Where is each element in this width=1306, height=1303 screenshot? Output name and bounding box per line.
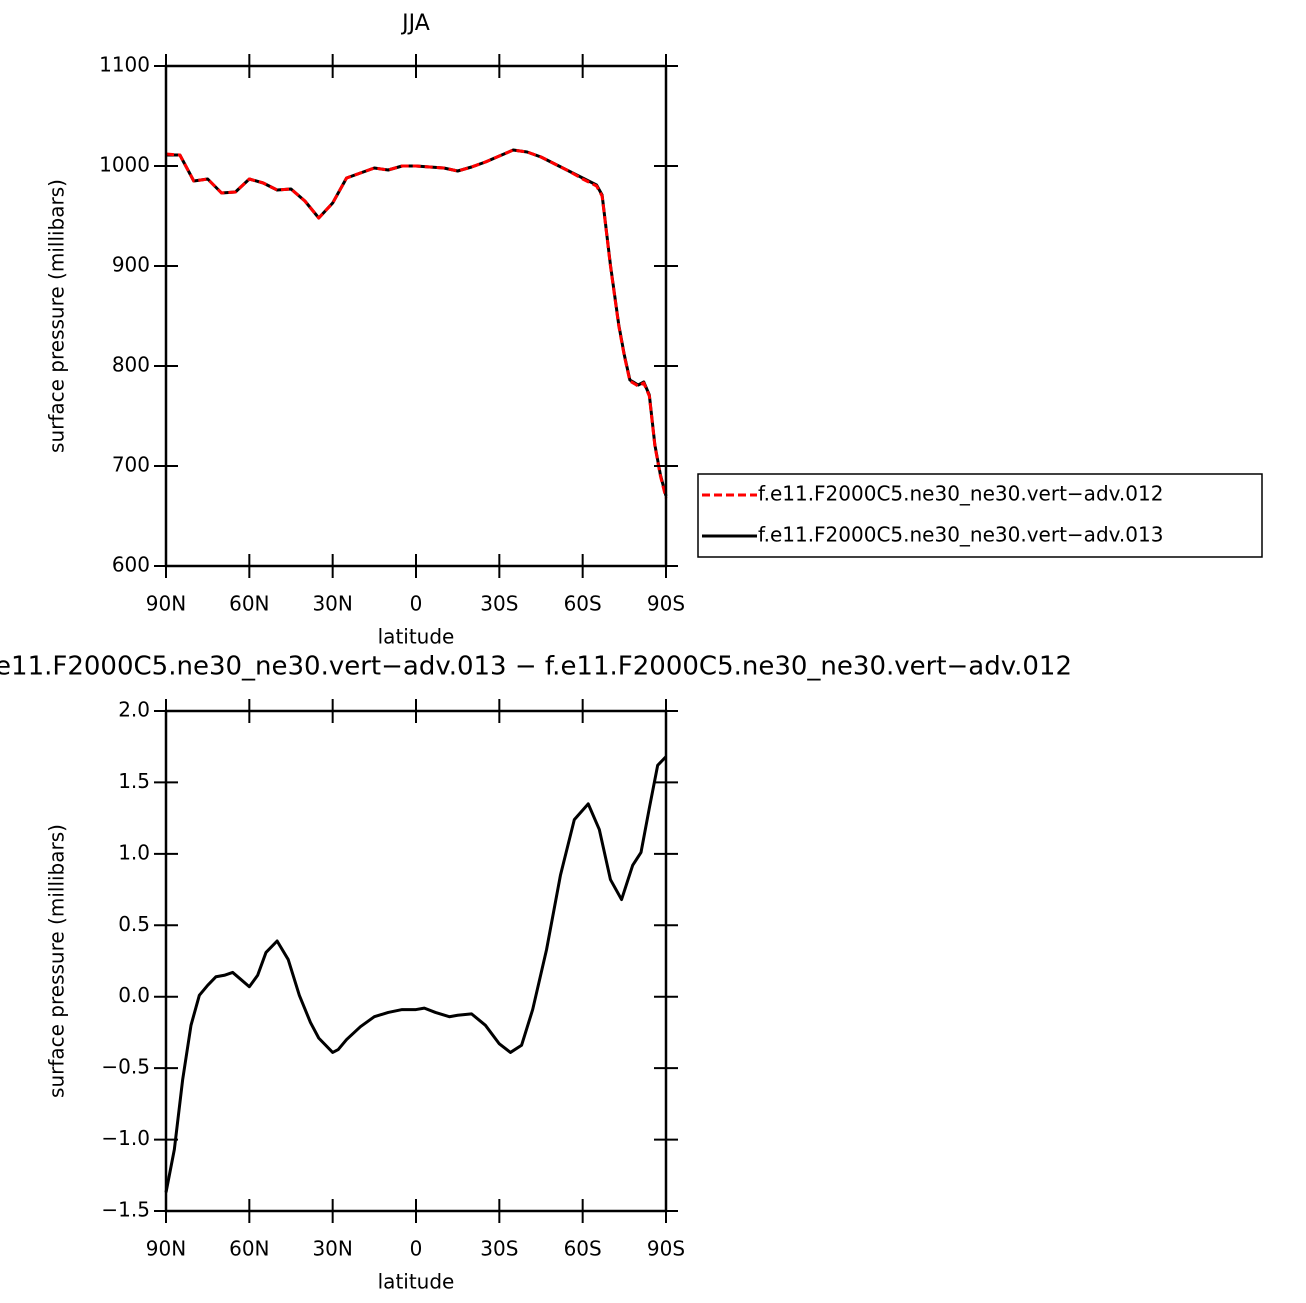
chart-title: f.e11.F2000C5.ne30_ne30.vert−adv.013 − f… [0,652,1072,682]
chart-title: JJA [400,11,430,36]
y-tick-label: −0.5 [101,1055,150,1079]
plot-frame [164,64,668,568]
data-line [165,148,668,499]
y-tick-label: 1100 [99,53,150,77]
data-line [166,148,668,497]
x-tick-label: 0 [410,592,423,616]
x-tick-label: 60N [229,1237,269,1261]
x-axis-label: latitude [378,625,455,649]
y-tick-label: 1000 [99,153,150,177]
y-tick-label: 1.0 [118,840,150,864]
x-tick-label: 60N [229,592,269,616]
x-tick-label: 30N [312,1237,352,1261]
x-tick-label: 30S [480,1237,518,1261]
y-tick-label: 600 [112,553,150,577]
x-tick-label: 90S [647,1237,685,1261]
y-axis-label: surface pressure (millibars) [45,824,69,1098]
x-tick-label: 90N [146,592,186,616]
y-tick-label: 0.5 [118,912,150,936]
x-tick-label: 90N [146,1237,186,1261]
y-axis-label: surface pressure (millibars) [45,179,69,453]
y-tick-label: 0.0 [118,983,150,1007]
plot-frame [164,709,668,1213]
x-tick-label: 0 [410,1237,423,1261]
y-tick-label: 900 [112,253,150,277]
y-tick-label: 1.5 [118,769,150,793]
x-tick-label: 30N [312,592,352,616]
legend-label: f.e11.F2000C5.ne30_ne30.vert−adv.012 [758,482,1163,506]
x-tick-label: 60S [564,592,602,616]
x-tick-label: 90S [647,592,685,616]
legend-box [697,473,1263,558]
legend-label: f.e11.F2000C5.ne30_ne30.vert−adv.013 [758,523,1163,547]
data-line [164,755,668,1193]
y-tick-label: −1.5 [101,1198,150,1222]
y-tick-label: 800 [112,353,150,377]
x-axis-label: latitude [378,1270,455,1294]
y-tick-label: 2.0 [118,698,150,722]
y-tick-label: −1.0 [101,1126,150,1150]
x-tick-label: 60S [564,1237,602,1261]
x-tick-label: 30S [480,592,518,616]
y-tick-label: 700 [112,453,150,477]
